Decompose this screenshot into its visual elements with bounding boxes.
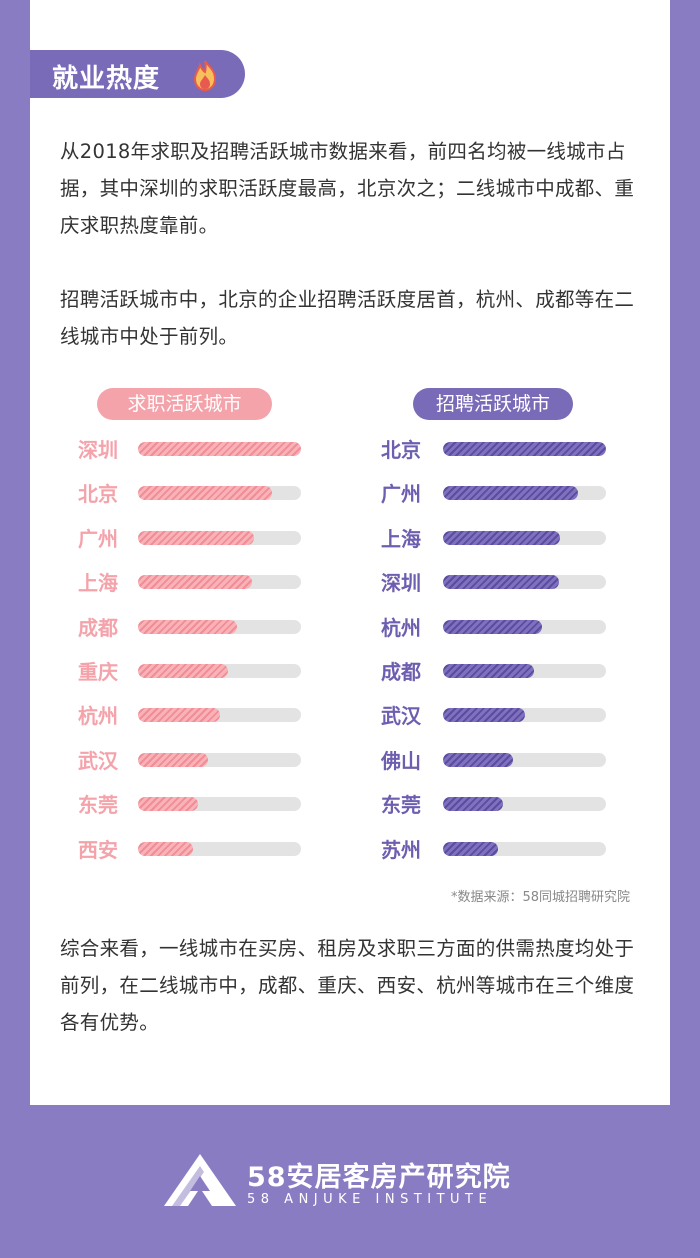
- jobseek-city-label: 东莞: [78, 793, 118, 818]
- summary-paragraph: 综合来看，一线城市在买房、租房及求职三方面的供需热度均处于前列，在二线城市中，成…: [60, 937, 635, 1034]
- jobseek-bar: [138, 708, 220, 723]
- recruit-bar: [443, 575, 559, 590]
- jobseek-city-label: 武汉: [78, 748, 118, 773]
- jobseek-city-label: 广州: [78, 526, 118, 551]
- jobseek-bar-track: [138, 530, 301, 545]
- recruit-city-label: 深圳: [381, 571, 421, 596]
- jobseek-city-label: 深圳: [78, 438, 118, 462]
- institute-logo-icon: [164, 1154, 236, 1206]
- jobseek-city-label: 上海: [78, 571, 118, 596]
- jobseek-city-label: 重庆: [78, 660, 118, 684]
- recruit-bar: [443, 841, 498, 856]
- institute-name-en: 58 ANJUKE INSTITUTE: [247, 1192, 493, 1207]
- jobseek-bar: [138, 486, 272, 501]
- recruit-bar-track: [443, 841, 606, 856]
- jobseek-city-label: 杭州: [78, 704, 118, 729]
- recruit-bar-track: [443, 708, 606, 723]
- recruit-bar: [443, 797, 503, 812]
- jobseek-city-label: 西安: [78, 837, 118, 862]
- jobseek-city-label: 北京: [78, 482, 118, 507]
- jobseek-bar-track: [138, 841, 301, 856]
- institute-name: 58安居客房产研究院: [247, 1162, 511, 1193]
- jobseek-bar: [138, 752, 208, 767]
- recruit-bar: [443, 486, 578, 501]
- section-tag: 就业热度: [30, 50, 245, 98]
- jobseek-bar-track: [138, 708, 301, 723]
- recruit-bar-track: [443, 797, 606, 812]
- jobseek-bar-track: [138, 664, 301, 678]
- recruit-bar-track: [443, 442, 606, 456]
- jobseek-bar-track: [138, 797, 301, 812]
- recruit-city-label: 武汉: [381, 704, 421, 729]
- jobseek-bar: [138, 619, 237, 634]
- jobseek-bar: [138, 575, 252, 590]
- recruit-city-label: 上海: [381, 526, 421, 551]
- recruit-city-label: 佛山: [381, 748, 421, 773]
- recruit-bar-track: [443, 752, 606, 767]
- recruit-bar: [443, 708, 525, 723]
- recruit-city-label: 东莞: [381, 793, 421, 818]
- jobseek-bar-track: [138, 486, 301, 501]
- recruit-bar: [443, 442, 606, 456]
- recruit-chart-title: 招聘活跃城市: [413, 388, 573, 420]
- intro-paragraph: 从2018年求职及招聘活跃城市数据来看，前四名均被一线城市占据，其中深圳的求职活…: [60, 140, 635, 237]
- fire-icon: [193, 60, 217, 92]
- recruit-city-label: 北京: [381, 438, 421, 462]
- jobseek-bar: [138, 797, 198, 812]
- recruit-city-label: 苏州: [381, 837, 421, 862]
- jobseek-bar-track: [138, 619, 301, 634]
- recruit-city-label: 成都: [381, 660, 421, 684]
- jobseek-bar-track: [138, 442, 301, 456]
- recruit-bar: [443, 664, 534, 678]
- recruit-bar-track: [443, 486, 606, 501]
- recruit-bar-track: [443, 575, 606, 590]
- recruit-bar-track: [443, 530, 606, 545]
- recruit-city-label: 广州: [381, 482, 421, 507]
- recruit-bar-track: [443, 664, 606, 678]
- recruit-bar: [443, 619, 542, 634]
- section-title: 就业热度: [52, 64, 161, 94]
- recruit-bar: [443, 752, 513, 767]
- recruit-bar: [443, 530, 560, 545]
- jobseek-bar: [138, 664, 228, 678]
- jobseek-chart-title: 求职活跃城市: [97, 388, 272, 420]
- jobseek-city-label: 成都: [78, 615, 118, 640]
- jobseek-bar-track: [138, 752, 301, 767]
- recruit-bar-track: [443, 619, 606, 634]
- data-source: *数据来源：58同城招聘研究院: [450, 890, 630, 905]
- jobseek-bar-track: [138, 575, 301, 590]
- content-card: 就业热度 从2018年求职及招聘活跃城市数据来看，前四名均被一线城市占据，其中深…: [30, 0, 670, 1105]
- jobseek-bar: [138, 841, 193, 856]
- recruit-city-label: 杭州: [381, 615, 421, 640]
- jobseek-bar: [138, 442, 301, 456]
- jobseek-bar: [138, 530, 254, 545]
- recruit-paragraph: 招聘活跃城市中，北京的企业招聘活跃度居首，杭州、成都等在二线城市中处于前列。: [60, 288, 635, 348]
